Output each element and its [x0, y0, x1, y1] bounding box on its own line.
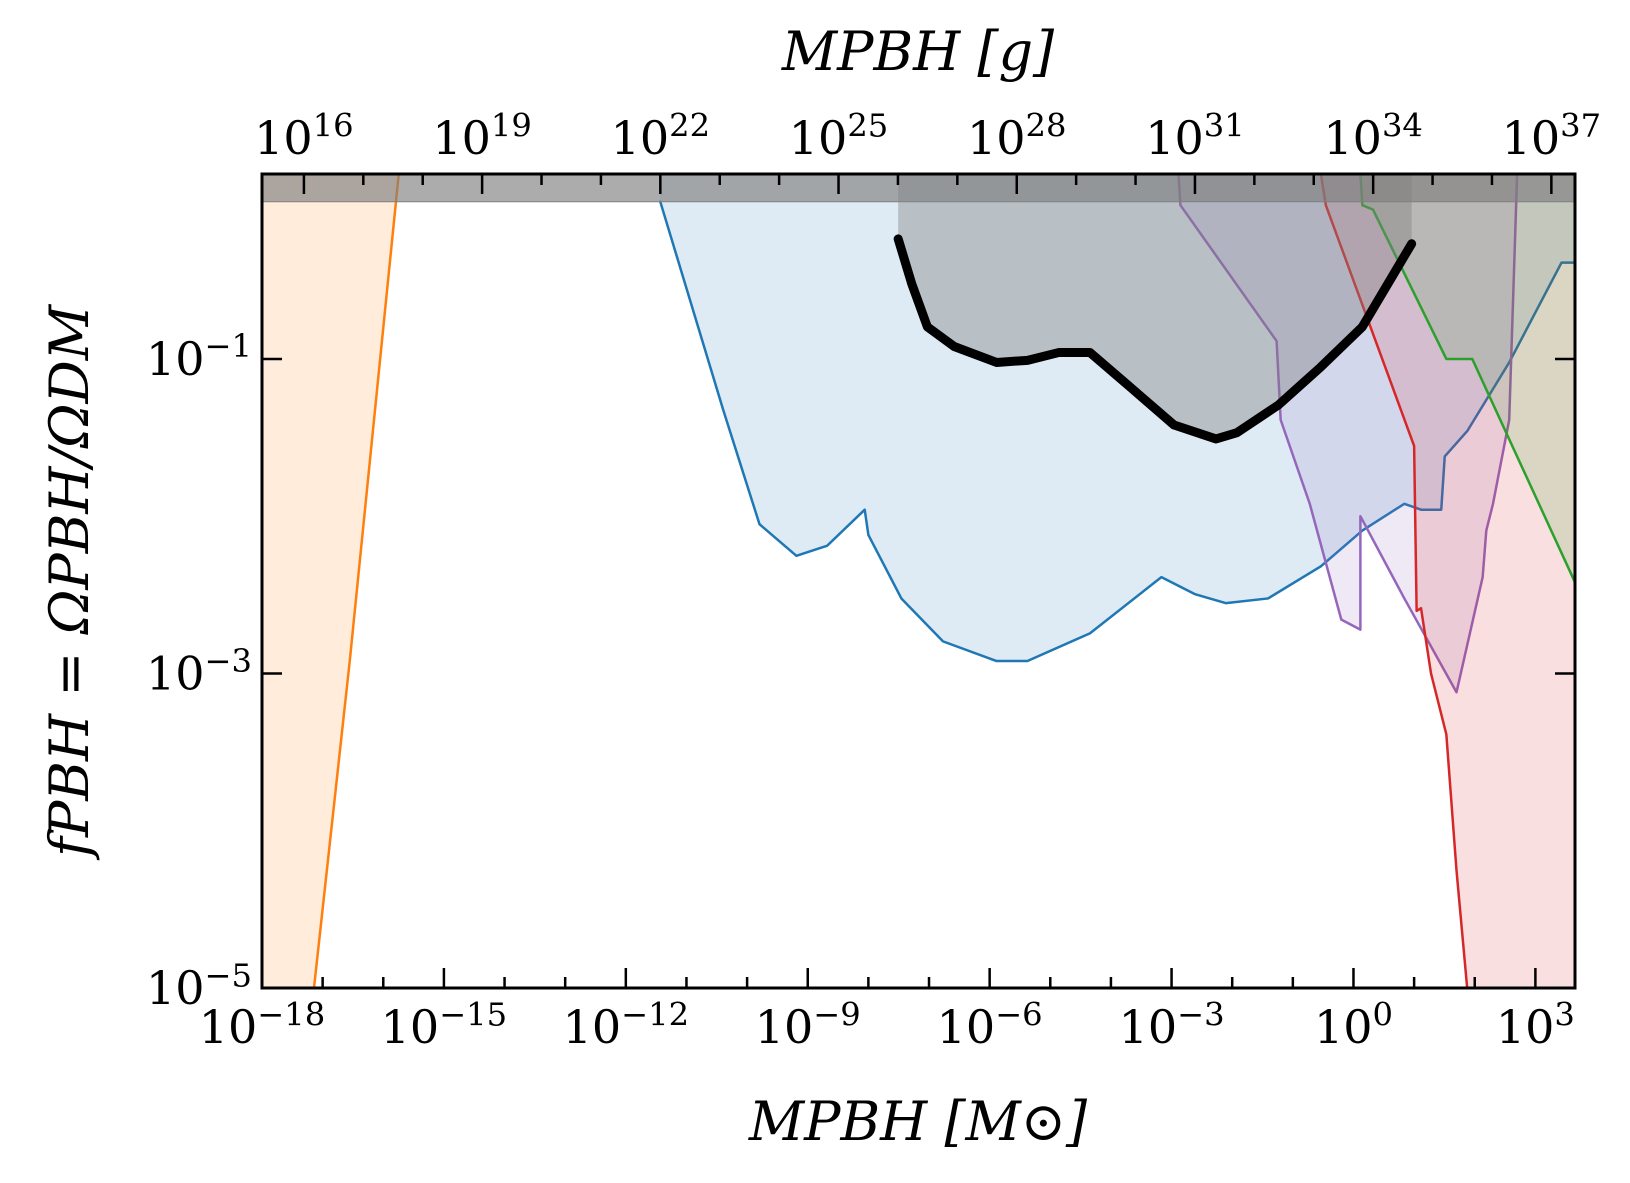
y-tick-label: 10−3	[146, 642, 252, 701]
y-tick-label: 10−5	[146, 956, 252, 1015]
x2-tick-label: 1022	[611, 106, 711, 165]
constraint-line	[659, 200, 1575, 663]
x-tick-label: 10−15	[381, 995, 507, 1054]
region-fill	[1320, 174, 1575, 988]
region-fill	[898, 174, 1412, 439]
plot-area	[262, 174, 1575, 988]
x-axis-label: MPBH [M⊙]	[748, 1090, 1088, 1153]
axes-frame	[260, 172, 1577, 990]
ticks: 10−18 10−15 10−12 10−9 10−6 10−3 100 103 1016 101…	[146, 106, 1601, 1054]
x-tick-label: 10−12	[563, 995, 689, 1054]
x-tick-label: 10−3	[1119, 995, 1225, 1054]
x2-tick-label: 1034	[1323, 106, 1423, 165]
x-tick-label: 10−18	[199, 995, 325, 1054]
region-fill	[660, 174, 1575, 662]
x2-tick-label: 1016	[254, 106, 354, 165]
constraint-line	[312, 174, 401, 988]
x-tick-label: 100	[1314, 995, 1393, 1054]
constraint-line	[893, 234, 1417, 444]
constraint-line	[1319, 174, 1469, 988]
region-fill	[1178, 174, 1518, 693]
region-fill	[262, 174, 399, 988]
constraint-line	[1177, 174, 1519, 694]
y-tick-label: 10−1	[146, 327, 252, 386]
x2-tick-label: 1037	[1502, 106, 1602, 165]
top-axis-label: MPBH [g]	[781, 20, 1055, 83]
region-fill	[1360, 174, 1575, 583]
y-axis-label: fPBH = ΩPBH/ΩDM	[38, 303, 101, 861]
x2-tick-label: 1025	[789, 106, 889, 165]
region-fill	[262, 174, 1575, 202]
x2-tick-label: 1019	[432, 106, 532, 165]
x-tick-label: 10−6	[937, 995, 1043, 1054]
x2-tick-label: 1028	[967, 106, 1067, 165]
x2-tick-label: 1031	[1145, 106, 1245, 165]
x-tick-label: 10−9	[755, 995, 861, 1054]
x-tick-label: 103	[1496, 995, 1575, 1054]
